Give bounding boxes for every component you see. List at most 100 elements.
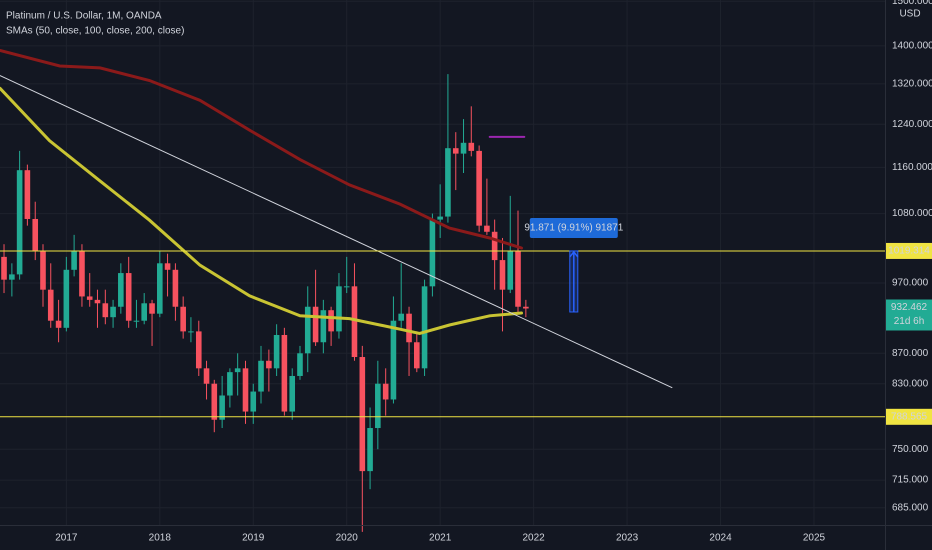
x-tick-label: 2020 — [336, 533, 359, 544]
candle-body — [250, 391, 257, 412]
candle-body — [390, 320, 397, 400]
y-tick-label: 715.000 — [892, 475, 929, 486]
y-tick-label: 1160.000 — [892, 162, 932, 173]
y-tick-label: 750.000 — [892, 444, 929, 455]
level-label-bg — [886, 408, 932, 425]
candle-body — [484, 225, 490, 232]
y-tick-label: 685.000 — [892, 502, 929, 513]
candle-body — [203, 368, 210, 384]
y-tick-label: 1080.000 — [892, 208, 932, 219]
overlay-line — [0, 86, 523, 336]
candle-body — [118, 273, 124, 307]
candle-body — [406, 313, 412, 343]
candle-body — [499, 260, 506, 290]
x-tick-label: 2019 — [242, 533, 265, 544]
candle-body — [452, 148, 459, 154]
y-tick-label: 1240.000 — [892, 119, 932, 130]
x-tick-label: 2024 — [709, 533, 732, 544]
candle-body — [343, 286, 350, 288]
candle-body — [515, 250, 521, 307]
x-tick-label: 2017 — [55, 533, 78, 544]
candle-body — [180, 306, 186, 332]
candle-body — [281, 334, 288, 412]
candle-body — [421, 286, 428, 369]
candle-body — [211, 383, 218, 420]
candle-body — [47, 289, 54, 321]
candle-body — [336, 286, 342, 332]
candle-body — [375, 383, 381, 429]
candle-body — [437, 216, 443, 220]
candle-body — [414, 342, 420, 369]
candle-body — [491, 231, 498, 261]
candle-body — [398, 313, 404, 321]
candle-body — [32, 218, 39, 252]
level-label-bg — [886, 242, 932, 259]
candle-body — [1, 256, 7, 280]
candle-body — [266, 360, 272, 369]
candle-body — [227, 372, 233, 396]
candle-body — [172, 269, 179, 307]
candle-body — [273, 334, 280, 369]
chart-title: Platinum / U.S. Dollar, 1M, OANDA — [6, 11, 162, 22]
candle-body — [157, 263, 163, 314]
plot: 91.871 (9.91%) 91871 — [0, 49, 885, 532]
candle-body — [468, 142, 475, 151]
candle-body — [297, 353, 303, 376]
candle-body — [79, 250, 85, 297]
candle-body — [141, 303, 147, 321]
candle-body — [188, 331, 194, 333]
candle-body — [289, 375, 296, 412]
candle-body — [149, 303, 155, 314]
y-tick-label: 1320.000 — [892, 79, 932, 90]
candle-body — [63, 269, 70, 328]
candle-body — [320, 310, 327, 343]
candle-body — [40, 251, 46, 290]
level-label: 788.565 — [891, 411, 928, 422]
indicator-label: SMAs (50, close, 100, close, 200, close) — [6, 26, 184, 37]
y-tick-label: 1400.000 — [892, 41, 932, 52]
axes: 1500.000 1400.000 1320.000 1240.000 1160.000… — [55, 0, 932, 544]
candle-body — [102, 303, 109, 318]
overlay-line — [0, 75, 673, 389]
candle-body — [507, 250, 514, 290]
candle-body — [242, 368, 249, 412]
measure-label-bg — [529, 217, 618, 238]
candle-body — [304, 306, 311, 354]
level-label: 1019.314 — [888, 246, 930, 257]
x-tick-label: 2025 — [803, 533, 826, 544]
candle-body — [367, 428, 373, 472]
candle-body — [55, 320, 62, 328]
candle-body — [523, 306, 529, 309]
candle-body — [9, 274, 15, 280]
measure-label: 91.871 (9.91%) 91871 — [524, 223, 623, 234]
candle-body — [382, 383, 389, 400]
last-price-label: 932.462 — [891, 302, 928, 313]
candle-body — [94, 299, 101, 304]
candle-body — [445, 148, 451, 217]
y-tick-label: 870.000 — [892, 348, 929, 359]
candle-body — [195, 331, 202, 369]
candle-body — [133, 320, 140, 322]
y-tick-label: 1500.000 — [892, 0, 932, 7]
candle-body — [328, 310, 334, 332]
candle-body — [359, 357, 366, 472]
candle-body — [71, 250, 77, 270]
candle-body — [234, 368, 241, 373]
last-price-bg — [886, 299, 932, 331]
candle-body — [219, 395, 225, 420]
y-tick-label: 830.000 — [892, 378, 929, 389]
candle-body — [476, 150, 482, 226]
candle-body — [258, 360, 264, 392]
candle-body — [125, 273, 132, 321]
candle-body — [16, 170, 23, 275]
candle-body — [164, 263, 171, 270]
candle-body — [429, 219, 436, 287]
x-tick-label: 2023 — [616, 533, 639, 544]
candle-body — [24, 170, 31, 219]
x-tick-label: 2021 — [429, 533, 452, 544]
candle-body — [110, 306, 116, 318]
currency: USD — [899, 9, 920, 20]
